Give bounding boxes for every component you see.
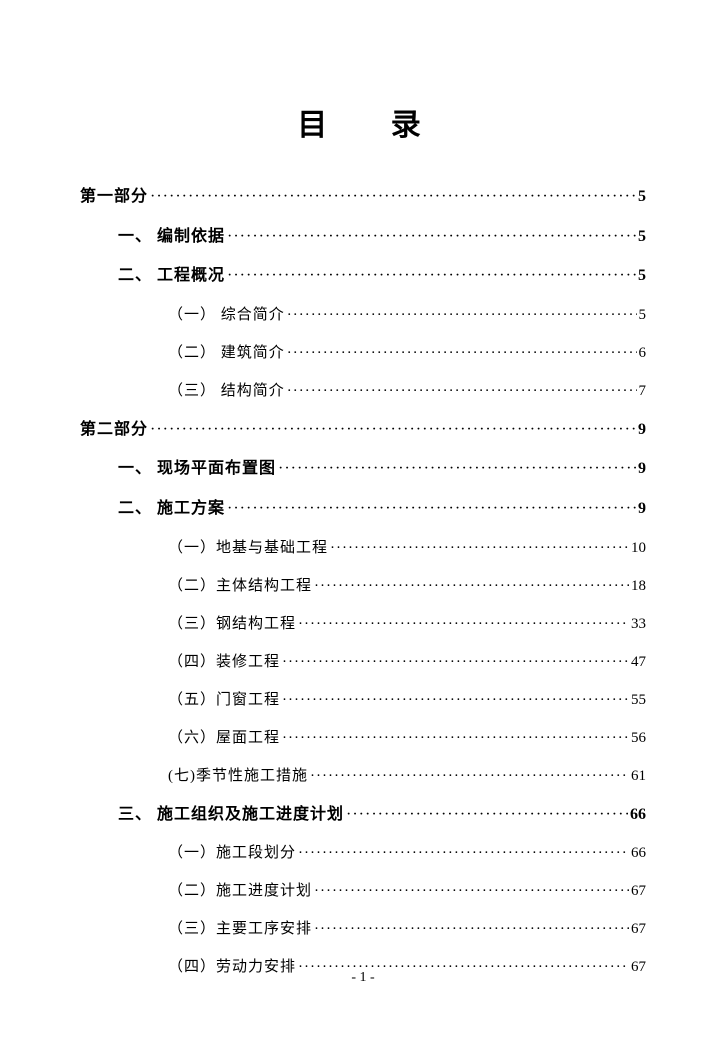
toc-entry: （三）主要工序安排 67 — [80, 917, 646, 941]
toc-entry: （二）主体结构工程 18 — [80, 574, 646, 598]
toc-entry-page: 5 — [636, 224, 646, 250]
toc-entry-page: 9 — [636, 456, 646, 482]
toc-entry-label: （三）主要工序安排 — [168, 917, 312, 941]
toc-entry: (七)季节性施工措施 61 — [80, 764, 646, 788]
toc-entry: （六）屋面工程 56 — [80, 726, 646, 750]
toc-entry-label: （六）屋面工程 — [168, 726, 280, 750]
toc-dots — [225, 224, 636, 250]
toc-dots — [280, 726, 629, 750]
toc-entry-label: （一）地基与基础工程 — [168, 536, 328, 560]
toc-entry: （四）装修工程 47 — [80, 650, 646, 674]
toc-entry: （三）钢结构工程 33 — [80, 612, 646, 636]
toc-entry: 二、 施工方案 9 — [80, 496, 646, 522]
toc-dots — [312, 917, 629, 941]
toc-entry: （五）门窗工程 55 — [80, 688, 646, 712]
toc-entry: （一） 综合简介 5 — [80, 303, 646, 327]
toc-entry-page: 9 — [636, 496, 646, 522]
toc-entry-label: （二）主体结构工程 — [168, 574, 312, 598]
toc-entry-label: 第二部分 — [80, 417, 148, 443]
toc-entry-label: （三）钢结构工程 — [168, 612, 296, 636]
toc-entry-page: 47 — [629, 650, 646, 674]
toc-entry-label: （一）施工段划分 — [168, 841, 296, 865]
toc-dots — [328, 536, 629, 560]
toc-dots — [276, 456, 636, 482]
toc-entry-label: 一、 现场平面布置图 — [118, 456, 276, 482]
toc-dots — [312, 879, 629, 903]
toc-entry: （一）地基与基础工程 10 — [80, 536, 646, 560]
toc-entry: 二、 工程概况 5 — [80, 263, 646, 289]
toc-entry-label: （二） 建筑简介 — [168, 341, 285, 365]
toc-entry-label: 三、 施工组织及施工进度计划 — [118, 802, 344, 828]
toc-entry-label: 第一部分 — [80, 184, 148, 210]
toc-entry: （一）施工段划分 66 — [80, 841, 646, 865]
toc-entry-page: 56 — [629, 726, 646, 750]
toc-dots — [285, 379, 637, 403]
toc-entry: 第一部分 5 — [80, 184, 646, 210]
toc-entry-page: 67 — [629, 879, 646, 903]
toc-entry-page: 55 — [629, 688, 646, 712]
toc-title: 目 录 — [80, 100, 646, 144]
toc-entry-page: 7 — [637, 379, 647, 403]
toc-list: 第一部分5一、 编制依据5二、 工程概况5（一） 综合简介5（二） 建筑简介6（… — [80, 184, 646, 979]
toc-entry-label: （三） 结构简介 — [168, 379, 285, 403]
document-page: 目 录 第一部分 5 一、 编制依据 5 二、 工程概况 5 （一） 综合简介 5 （二） 建筑… — [0, 0, 726, 1053]
toc-entry-page: 5 — [636, 263, 646, 289]
toc-entry-page: 6 — [637, 341, 647, 365]
toc-entry-page: 10 — [629, 536, 646, 560]
toc-entry: 一、 现场平面布置图 9 — [80, 456, 646, 482]
toc-dots — [344, 802, 628, 828]
toc-entry-page: 66 — [628, 802, 646, 828]
toc-dots — [225, 263, 636, 289]
toc-entry-page: 18 — [629, 574, 646, 598]
toc-entry-label: （二）施工进度计划 — [168, 879, 312, 903]
toc-entry-page: 5 — [637, 303, 647, 327]
toc-entry: 第二部分 9 — [80, 417, 646, 443]
toc-entry: （二）施工进度计划 67 — [80, 879, 646, 903]
toc-entry-page: 9 — [636, 417, 646, 443]
toc-entry-page: 67 — [629, 917, 646, 941]
toc-entry-label: 一、 编制依据 — [118, 224, 225, 250]
toc-dots — [285, 303, 637, 327]
toc-dots — [312, 574, 629, 598]
toc-entry-label: （一） 综合简介 — [168, 303, 285, 327]
toc-entry: 一、 编制依据 5 — [80, 224, 646, 250]
page-number: - 1 - — [0, 970, 726, 986]
toc-entry-label: (七)季节性施工措施 — [168, 764, 308, 788]
toc-entry-page: 66 — [629, 841, 646, 865]
toc-dots — [148, 417, 636, 443]
toc-dots — [296, 612, 629, 636]
toc-entry-page: 33 — [629, 612, 646, 636]
toc-entry: 三、 施工组织及施工进度计划 66 — [80, 802, 646, 828]
toc-entry: （二） 建筑简介 6 — [80, 341, 646, 365]
toc-dots — [280, 650, 629, 674]
toc-dots — [225, 496, 636, 522]
toc-entry-label: （四）装修工程 — [168, 650, 280, 674]
toc-entry-label: （五）门窗工程 — [168, 688, 280, 712]
toc-entry: （三） 结构简介 7 — [80, 379, 646, 403]
toc-dots — [308, 764, 629, 788]
toc-entry-label: 二、 工程概况 — [118, 263, 225, 289]
toc-entry-page: 61 — [629, 764, 646, 788]
toc-dots — [296, 841, 629, 865]
toc-entry-page: 5 — [636, 184, 646, 210]
toc-entry-label: 二、 施工方案 — [118, 496, 225, 522]
toc-dots — [285, 341, 637, 365]
toc-dots — [148, 184, 636, 210]
toc-dots — [280, 688, 629, 712]
